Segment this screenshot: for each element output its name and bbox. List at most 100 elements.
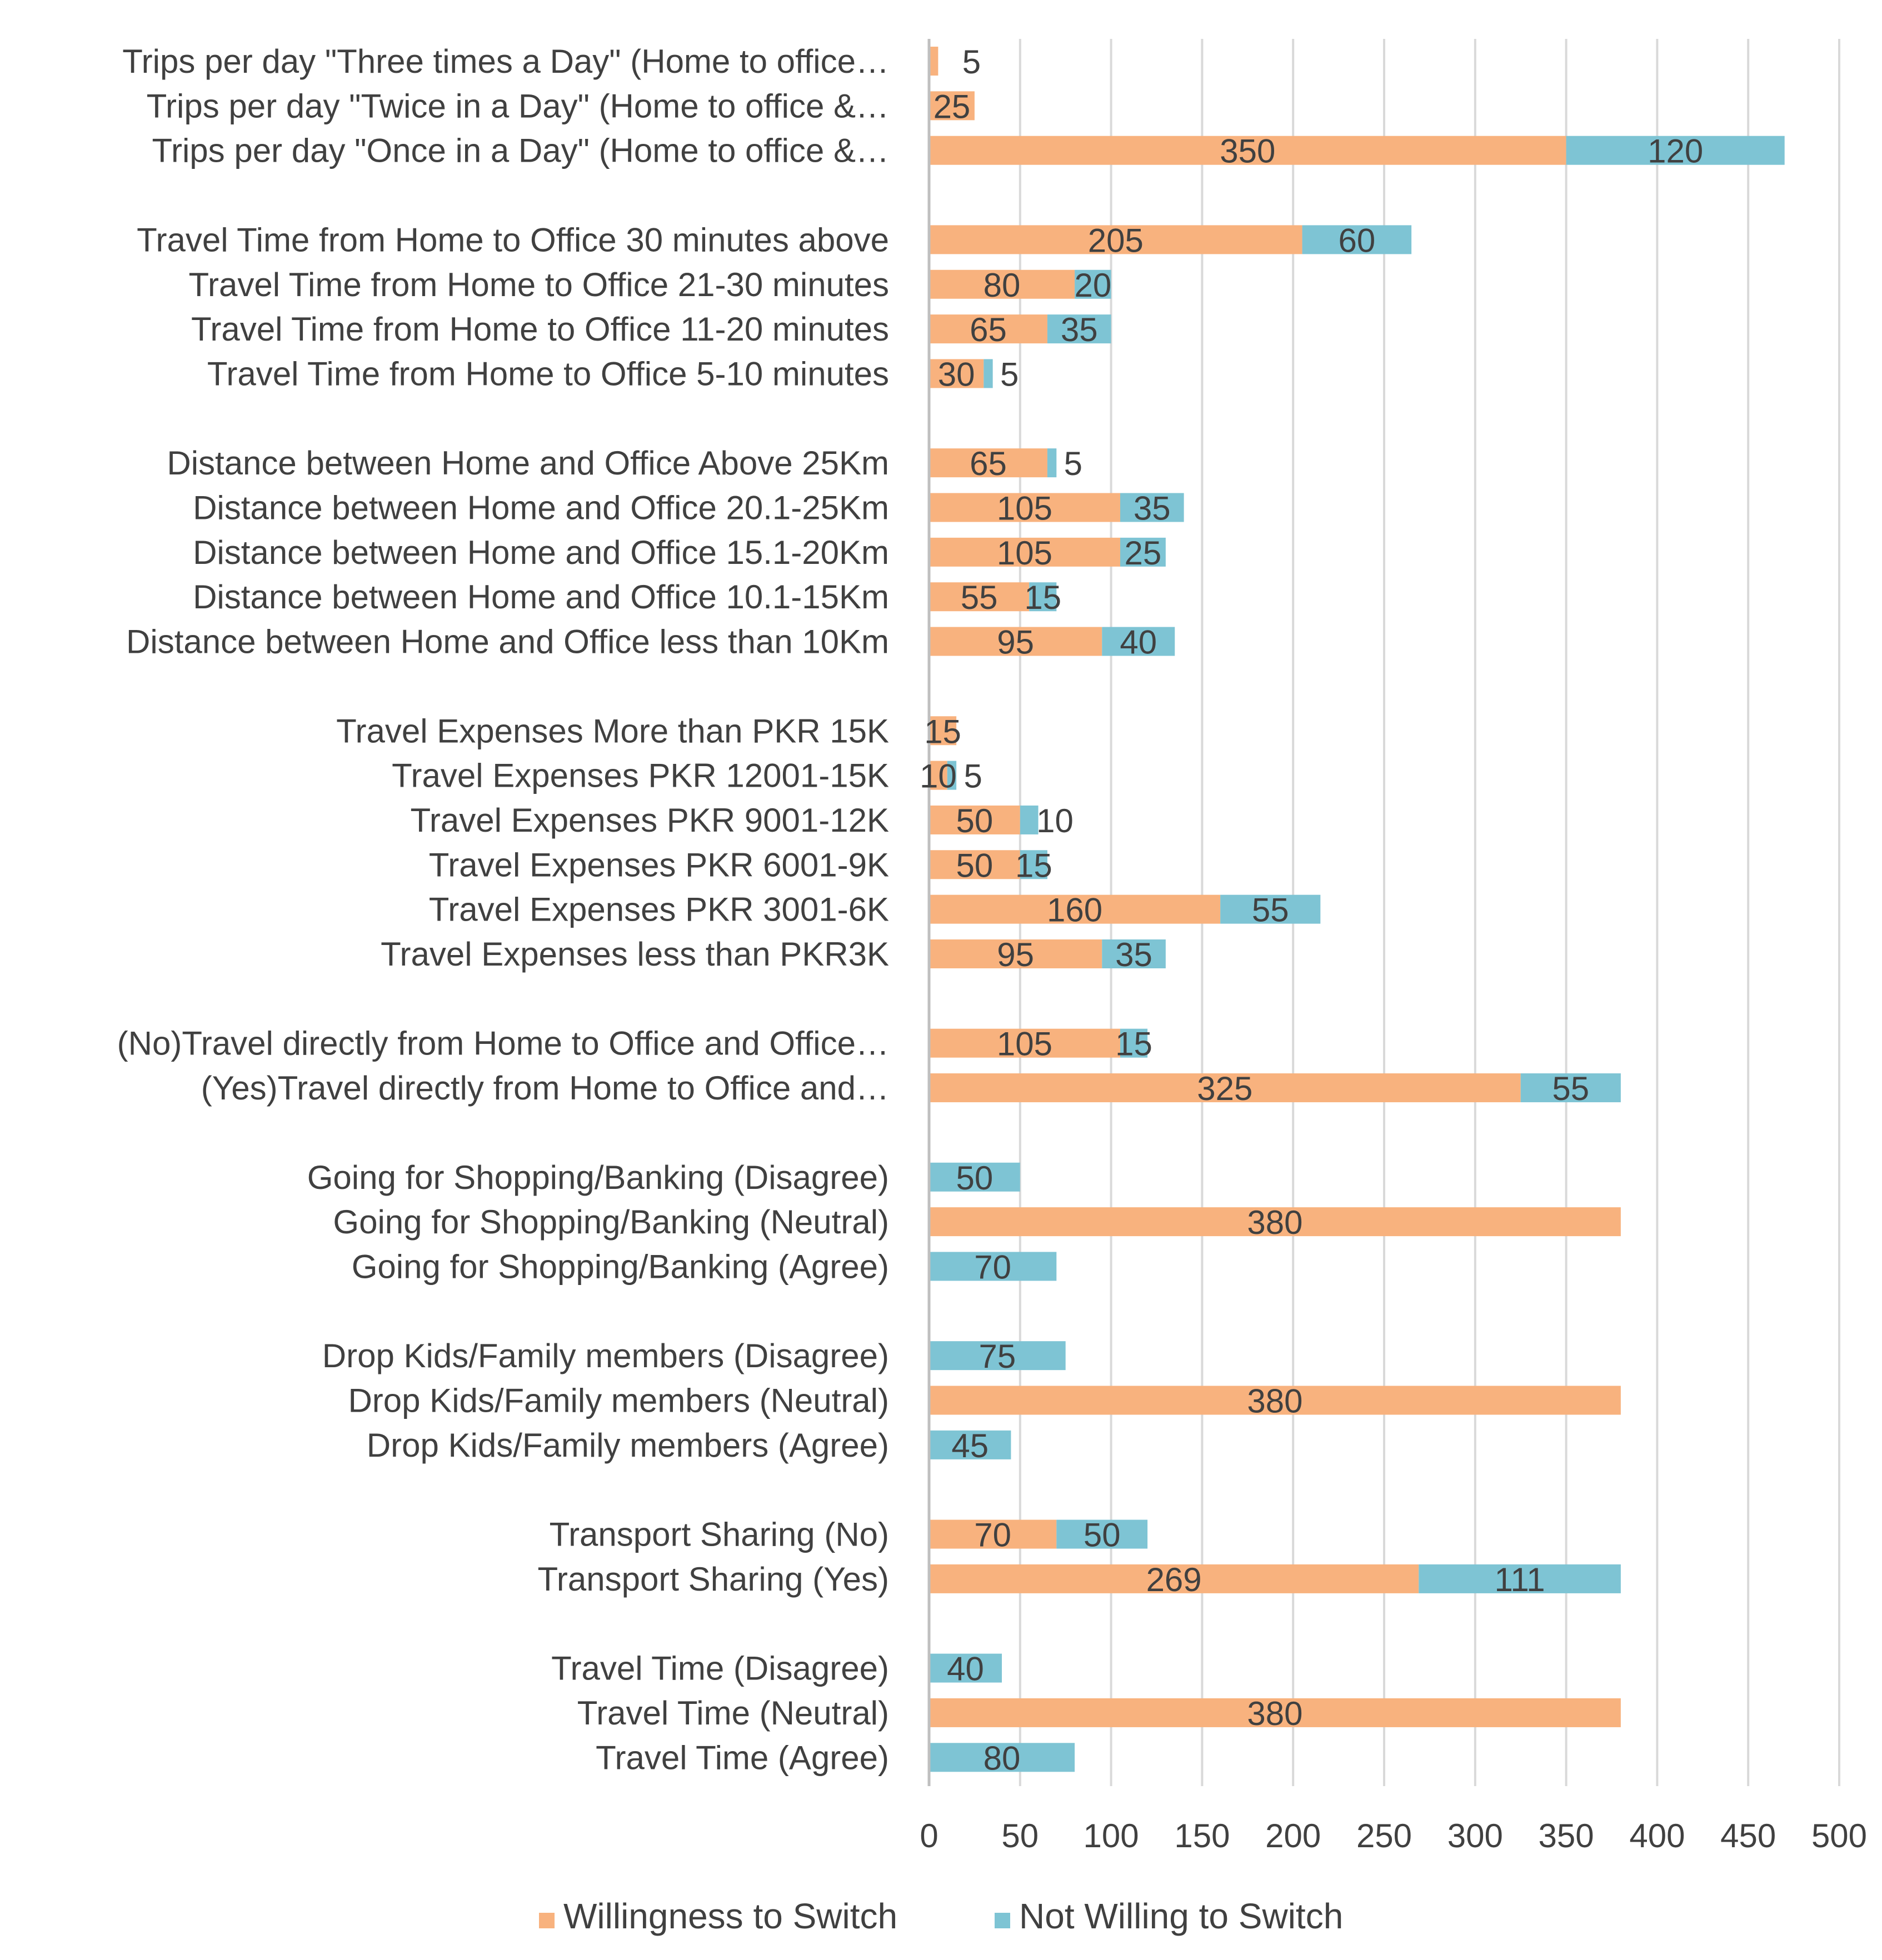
data-label-not-willing-to-switch: 40 [1120, 624, 1157, 661]
category-label: Trips per day "Twice in a Day" (Home to … [147, 87, 889, 124]
data-label-willingness-to-switch: 160 [1047, 892, 1102, 929]
legend-swatch-willingness-to-switch [539, 1913, 555, 1928]
bar-not-willing-to-switch [1020, 850, 1047, 879]
data-label-not-willing-to-switch: 45 [951, 1427, 989, 1464]
category-label: Distance between Home and Office 20.1-25… [193, 489, 889, 527]
x-tick-label: 100 [1084, 1817, 1139, 1854]
x-tick-label: 0 [920, 1817, 938, 1854]
bar-not-willing-to-switch [984, 359, 993, 388]
bar-not-willing-to-switch [929, 1743, 1075, 1772]
data-label-willingness-to-switch: 269 [1146, 1561, 1202, 1598]
category-label: Distance between Home and Office 15.1-20… [193, 534, 889, 571]
data-label-not-willing-to-switch: 50 [1084, 1517, 1121, 1554]
value-axis: 0 50 100 150 200 250 300 350 400 450 500 [920, 39, 1867, 1854]
data-label-not-willing-to-switch: 35 [1061, 311, 1098, 348]
data-label-willingness-to-switch: 30 [938, 356, 975, 393]
data-label-willingness-to-switch: 380 [1247, 1383, 1302, 1420]
bar-willingness-to-switch [929, 537, 1120, 567]
data-label-not-willing-to-switch: 55 [1252, 892, 1289, 929]
data-label-willingness-to-switch: 65 [970, 311, 1007, 348]
category-label: Travel Expenses PKR 3001-6K [429, 891, 889, 928]
data-label-willingness-to-switch: 80 [984, 267, 1021, 304]
data-label-not-willing-to-switch: 40 [947, 1651, 984, 1688]
bar-not-willing-to-switch [1120, 493, 1184, 522]
bar-not-willing-to-switch [1220, 894, 1321, 924]
data-label-not-willing-to-switch: 15 [1024, 579, 1061, 616]
category-label: Transport Sharing (No) [550, 1516, 889, 1553]
data-label-willingness-to-switch: 105 [997, 490, 1052, 527]
bar-willingness-to-switch [929, 1519, 1057, 1549]
category-label: Travel Time from Home to Office 5-10 min… [207, 355, 889, 392]
bar-not-willing-to-switch [1566, 136, 1785, 165]
bar-willingness-to-switch [929, 805, 1020, 834]
category-label: Trips per day "Three times a Day" (Home … [122, 43, 889, 80]
data-label-willingness-to-switch: 380 [1247, 1695, 1302, 1732]
bar-not-willing-to-switch [1047, 314, 1111, 344]
data-label-willingness-to-switch: 205 [1088, 222, 1144, 259]
data-label-not-willing-to-switch: 70 [974, 1248, 1011, 1286]
bars [929, 47, 1785, 1772]
category-label: Travel Time (Disagree) [551, 1650, 889, 1687]
data-label-willingness-to-switch: 105 [997, 1026, 1052, 1063]
legend-label-not-willing-to-switch: Not Willing to Switch [1019, 1896, 1343, 1936]
data-label-not-willing-to-switch: 5 [964, 758, 982, 795]
data-label-not-willing-to-switch: 5 [1000, 356, 1019, 393]
bar-willingness-to-switch [929, 627, 1102, 656]
data-label-willingness-to-switch: 350 [1220, 133, 1275, 170]
bar-willingness-to-switch [929, 1564, 1419, 1593]
category-label: Travel Time (Neutral) [577, 1694, 889, 1732]
x-tick-label: 250 [1356, 1817, 1412, 1854]
category-label: Distance between Home and Office Above 2… [167, 444, 889, 482]
category-label: Drop Kids/Family members (Disagree) [322, 1337, 889, 1374]
bar-willingness-to-switch [929, 314, 1047, 344]
data-label-not-willing-to-switch: 10 [1036, 802, 1074, 839]
category-label: Travel Expenses PKR 6001-9K [429, 846, 889, 883]
legend-swatch-not-willing-to-switch [995, 1913, 1010, 1928]
category-label: Drop Kids/Family members (Neutral) [348, 1382, 889, 1419]
x-tick-label: 150 [1174, 1817, 1230, 1854]
bar-willingness-to-switch [929, 716, 957, 746]
bar-not-willing-to-switch [1029, 582, 1057, 612]
bar-not-willing-to-switch [1102, 939, 1166, 968]
bar-willingness-to-switch [929, 582, 1030, 612]
category-label: Distance between Home and Office less th… [126, 623, 889, 661]
bar-willingness-to-switch [929, 1386, 1621, 1415]
data-label-willingness-to-switch: 65 [970, 445, 1007, 482]
category-label: Travel Expenses PKR 12001-15K [392, 757, 889, 794]
category-label: Transport Sharing (Yes) [537, 1561, 889, 1598]
category-labels: Trips per day "Three times a Day" (Home … [117, 43, 889, 1776]
bar-not-willing-to-switch [929, 1653, 1002, 1683]
data-label-willingness-to-switch: 55 [961, 579, 998, 616]
bar-not-willing-to-switch [929, 1341, 1066, 1371]
data-label-not-willing-to-switch: 80 [984, 1739, 1021, 1777]
category-label: Travel Expenses PKR 9001-12K [410, 802, 889, 839]
data-label-not-willing-to-switch: 15 [1015, 847, 1052, 884]
data-label-not-willing-to-switch: 111 [1494, 1561, 1545, 1598]
category-label: Trips per day "Once in a Day" (Home to o… [152, 132, 889, 169]
bar-willingness-to-switch [929, 1207, 1621, 1237]
bar-not-willing-to-switch [1302, 225, 1412, 254]
data-label-willingness-to-switch: 325 [1197, 1070, 1252, 1107]
category-label: (No)Travel directly from Home to Office … [117, 1025, 889, 1062]
data-label-willingness-to-switch: 5 [962, 43, 981, 81]
category-label: Travel Time from Home to Office 30 minut… [137, 221, 889, 258]
category-label: Going for Shopping/Banking (Disagree) [307, 1159, 889, 1196]
bar-not-willing-to-switch [1120, 1028, 1148, 1058]
data-label-not-willing-to-switch: 35 [1134, 490, 1171, 527]
data-label-not-willing-to-switch: 60 [1338, 222, 1375, 259]
legend: Willingness to Switch Not Willing to Swit… [539, 1896, 1343, 1936]
legend-label-willingness-to-switch: Willingness to Switch [563, 1896, 897, 1936]
bar-willingness-to-switch [929, 761, 947, 790]
bar-willingness-to-switch [929, 1073, 1521, 1103]
bar-willingness-to-switch [929, 448, 1047, 478]
bar-willingness-to-switch [929, 47, 938, 76]
data-label-not-willing-to-switch: 5 [1064, 445, 1082, 482]
category-label: Travel Expenses More than PKR 15K [336, 712, 889, 749]
data-label-willingness-to-switch: 50 [956, 847, 994, 884]
data-label-not-willing-to-switch: 75 [979, 1338, 1016, 1375]
category-label: Distance between Home and Office 10.1-15… [193, 578, 889, 616]
bar-not-willing-to-switch [1020, 805, 1039, 834]
bar-willingness-to-switch [929, 225, 1302, 254]
x-tick-label: 400 [1629, 1817, 1685, 1854]
